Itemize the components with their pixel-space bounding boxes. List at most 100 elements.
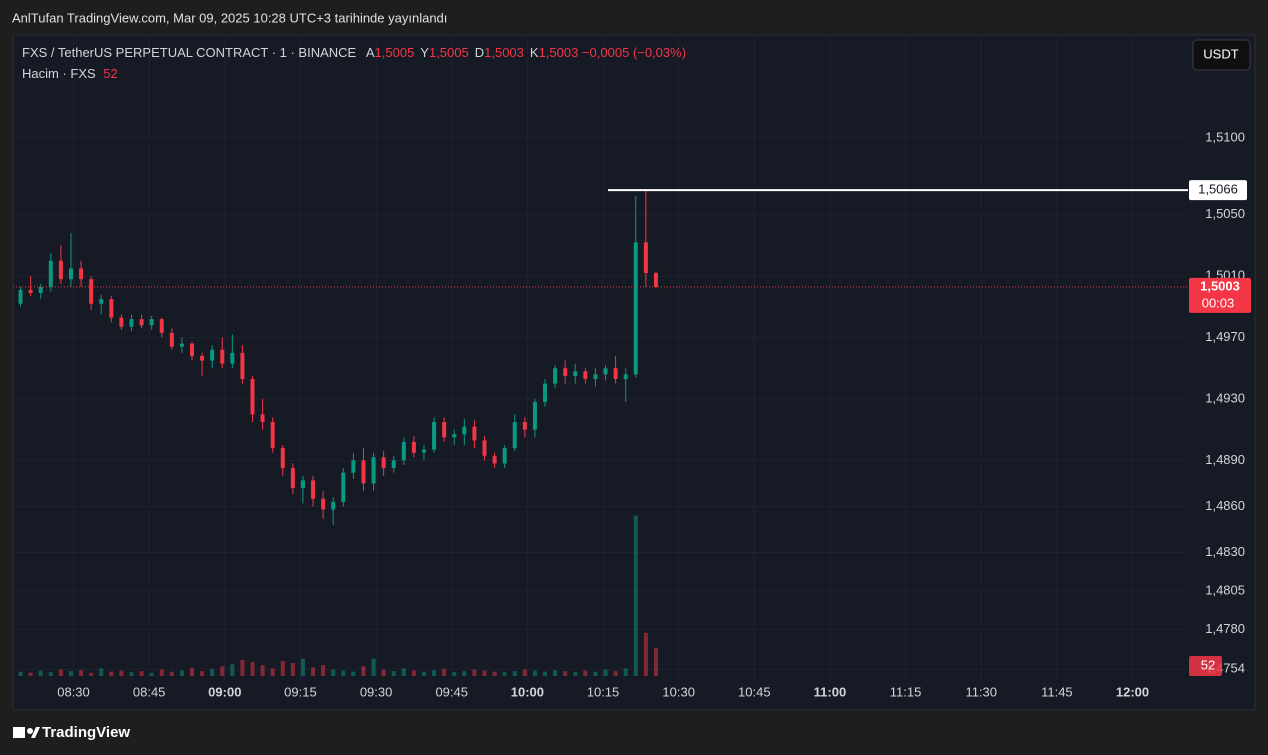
x-tick-label: 09:00 (208, 684, 241, 699)
currency-button[interactable] (1192, 39, 1251, 71)
candle-body (89, 279, 94, 304)
candle-body (351, 460, 356, 473)
volume-title: Hacim · FXS (22, 66, 96, 81)
symbol: FXS / TetherUS PERPETUAL CONTRACT · 1 · … (22, 45, 357, 60)
candle-body (200, 355, 205, 361)
candle-body (58, 260, 63, 280)
volume-bar (260, 665, 265, 676)
volume-bar (593, 671, 598, 676)
volume-bar (169, 671, 174, 676)
grid (13, 35, 1188, 680)
candle-body (442, 422, 447, 438)
volume-bar (48, 672, 53, 676)
volume-bar (432, 670, 437, 676)
field-value: 1,5003 (538, 45, 579, 60)
candle-body (613, 368, 618, 379)
candle-body (472, 426, 477, 441)
volume-bar (643, 632, 648, 676)
x-tick-label: 10:00 (511, 684, 544, 699)
candle-body (129, 319, 134, 327)
candle-body (280, 448, 285, 469)
volume-bar (563, 671, 568, 676)
candle-body (311, 480, 316, 499)
last-price-box (1189, 277, 1251, 313)
candle-body (260, 414, 265, 422)
candle-body (543, 383, 548, 403)
field-key: A (365, 45, 375, 60)
volume-bar (623, 668, 628, 676)
volume-bar (230, 664, 235, 676)
candle-body (190, 343, 195, 356)
currency-label[interactable]: USDT (1203, 46, 1238, 61)
volume-bar (321, 665, 326, 676)
volume-bar (543, 671, 548, 676)
volume-bar (159, 669, 164, 676)
candle-body (381, 457, 386, 469)
volume-bar (311, 667, 316, 676)
candle-body (139, 319, 144, 326)
volume-bar (553, 670, 558, 676)
volume-bar (210, 668, 215, 676)
y-tick-label: 1,4805 (1205, 582, 1245, 597)
candle-body (341, 472, 346, 502)
candle-body (512, 422, 517, 449)
x-tick-label: 08:45 (133, 684, 166, 699)
x-tick-label: 09:15 (284, 684, 317, 699)
candle-body (99, 299, 104, 304)
volume-bar (220, 666, 225, 676)
y-tick-label: 1,5100 (1205, 129, 1245, 144)
volume-bar (421, 671, 426, 676)
volume-bar (603, 669, 608, 676)
x-tick-label: 11:30 (965, 684, 997, 699)
candle-body (653, 273, 658, 287)
candle-body (18, 289, 23, 304)
candle-body (68, 268, 73, 280)
candle-body (573, 371, 578, 376)
candle-body (391, 460, 396, 469)
candle-body (623, 374, 628, 379)
x-tick-label: 11:00 (814, 684, 847, 699)
field-value: 1,5005 (428, 45, 469, 60)
logo (13, 727, 40, 738)
candle-body (532, 402, 537, 430)
candle-body (149, 319, 154, 326)
volume-label-box (1189, 656, 1222, 676)
volume-bar (280, 660, 285, 676)
candle-body (603, 368, 608, 375)
volume-bar (482, 670, 487, 676)
volume-bar (240, 659, 245, 676)
caption: AnlTufan TradingView.com, Mar 09, 2025 1… (12, 10, 447, 25)
candle-body (38, 286, 43, 293)
volume-label: 52 (1201, 657, 1215, 672)
volume-bar (179, 670, 184, 676)
volume-bar (18, 671, 23, 676)
countdown: 00:03 (1202, 295, 1235, 310)
x-tick-label: 10:30 (662, 684, 695, 699)
candle-body (230, 352, 235, 364)
field-key: Y (420, 45, 429, 60)
volume-bar (341, 670, 346, 676)
y-tick-label: 1,5050 (1205, 206, 1245, 221)
volume-bar (512, 671, 517, 676)
volume-bar (653, 647, 658, 676)
candle-body (462, 426, 467, 435)
candle-body (109, 299, 114, 318)
candle-body (482, 440, 487, 456)
volume-bar (270, 668, 275, 676)
candle-body (432, 422, 437, 450)
x-tick-label: 11:45 (1041, 684, 1073, 699)
candle-body (290, 468, 295, 489)
volume-bar (250, 661, 255, 676)
candle-body (583, 371, 588, 379)
volume-value: 52 (103, 66, 118, 81)
volume-bar (139, 671, 144, 676)
volume-bar (522, 669, 527, 676)
volume-bar (58, 669, 63, 676)
change: −0,0005 (−0,03%) (581, 45, 687, 60)
candle-body (522, 422, 527, 430)
volume-bar (300, 658, 305, 676)
volume-bar (583, 670, 588, 676)
volume-bar (119, 670, 124, 676)
